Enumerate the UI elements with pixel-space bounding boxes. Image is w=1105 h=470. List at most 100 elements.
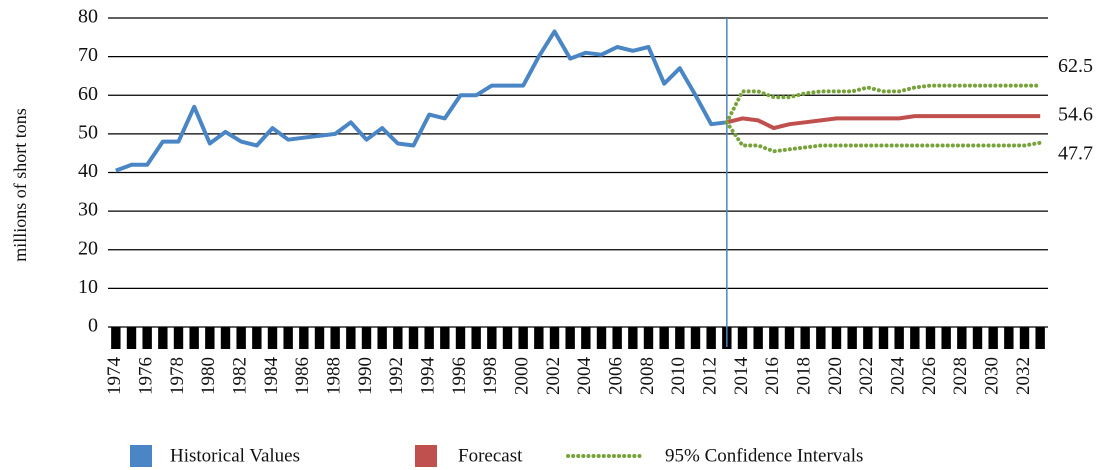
confidence-line bbox=[724, 120, 1043, 154]
x-tick-mark bbox=[502, 327, 513, 349]
x-tick-mark bbox=[1004, 327, 1014, 349]
confidence-line bbox=[724, 83, 1043, 125]
y-tick-label: 40 bbox=[78, 160, 98, 182]
x-tick-label: 2022 bbox=[856, 357, 877, 395]
x-tick-label: 2010 bbox=[668, 357, 689, 395]
x-tick-mark bbox=[988, 327, 998, 349]
x-tick-mark bbox=[267, 327, 278, 349]
legend-label: Forecast bbox=[458, 445, 523, 466]
x-tick-mark bbox=[878, 327, 889, 349]
x-tick-label: 2014 bbox=[731, 357, 752, 396]
x-tick-mark bbox=[471, 327, 481, 349]
x-tick-label: 1994 bbox=[418, 357, 439, 396]
x-tick-label: 1986 bbox=[292, 357, 313, 395]
end-label: 54.6 bbox=[1058, 104, 1093, 126]
x-tick-label: 1980 bbox=[198, 357, 219, 395]
end-label: 47.7 bbox=[1058, 142, 1093, 164]
x-tick-label: 1996 bbox=[449, 357, 470, 395]
x-tick-mark bbox=[393, 327, 403, 349]
x-tick-mark bbox=[549, 327, 560, 349]
x-tick-mark bbox=[894, 327, 904, 349]
y-tick-label: 20 bbox=[78, 237, 98, 259]
x-tick-label: 2028 bbox=[950, 357, 971, 395]
y-tick-label: 30 bbox=[78, 199, 98, 221]
x-tick-mark bbox=[612, 327, 622, 349]
x-tick-mark bbox=[910, 327, 920, 349]
x-tick-mark bbox=[753, 327, 763, 349]
x-tick-mark bbox=[863, 327, 873, 349]
x-tick-mark bbox=[925, 327, 936, 349]
legend-label: Historical Values bbox=[170, 445, 300, 466]
x-tick-mark bbox=[111, 327, 121, 349]
x-tick-mark bbox=[957, 327, 967, 349]
legend-swatch bbox=[415, 445, 437, 467]
x-tick-mark bbox=[220, 327, 231, 349]
x-tick-mark bbox=[142, 327, 152, 349]
y-tick-label: 70 bbox=[78, 44, 98, 66]
x-tick-label: 2002 bbox=[543, 357, 564, 395]
x-tick-mark bbox=[784, 327, 795, 349]
x-tick-mark bbox=[1019, 327, 1030, 349]
legend-label: 95% Confidence Intervals bbox=[665, 445, 863, 466]
x-tick-mark bbox=[816, 327, 826, 349]
x-tick-mark bbox=[769, 327, 779, 349]
x-tick-mark bbox=[126, 327, 137, 349]
x-tick-label: 1992 bbox=[386, 357, 407, 395]
y-tick-label: 60 bbox=[78, 83, 98, 105]
x-tick-mark bbox=[596, 327, 607, 349]
x-tick-label: 2000 bbox=[512, 357, 533, 395]
x-tick-mark bbox=[706, 327, 716, 349]
x-tick-label: 1978 bbox=[167, 357, 188, 395]
x-tick-mark bbox=[675, 327, 685, 349]
x-tick-mark bbox=[330, 327, 340, 349]
x-tick-mark bbox=[831, 327, 842, 349]
x-tick-label: 2018 bbox=[794, 357, 815, 395]
x-tick-mark bbox=[1035, 327, 1045, 349]
x-tick-mark bbox=[440, 327, 450, 349]
x-tick-label: 2020 bbox=[825, 357, 846, 395]
x-tick-label: 1982 bbox=[230, 357, 251, 395]
x-tick-label: 1974 bbox=[104, 357, 125, 396]
x-tick-mark bbox=[314, 327, 325, 349]
y-tick-label: 50 bbox=[78, 121, 98, 143]
x-tick-mark bbox=[972, 327, 983, 349]
x-tick-label: 1988 bbox=[324, 357, 345, 395]
x-tick-label: 2026 bbox=[919, 357, 940, 395]
y-tick-label: 10 bbox=[78, 276, 98, 298]
x-tick-mark bbox=[299, 327, 309, 349]
x-tick-label: 1984 bbox=[261, 357, 282, 396]
x-tick-label: 2006 bbox=[606, 357, 627, 395]
x-tick-mark bbox=[847, 327, 857, 349]
x-tick-mark bbox=[236, 327, 246, 349]
x-tick-mark bbox=[534, 327, 544, 349]
x-tick-mark bbox=[189, 327, 199, 349]
x-tick-mark bbox=[941, 327, 951, 349]
x-tick-label: 1976 bbox=[136, 357, 157, 395]
x-tick-label: 2024 bbox=[888, 357, 909, 396]
x-tick-mark bbox=[628, 327, 638, 349]
x-tick-mark bbox=[581, 327, 591, 349]
x-tick-label: 2004 bbox=[574, 357, 595, 396]
legend-swatch bbox=[130, 445, 152, 467]
x-tick-label: 2030 bbox=[982, 357, 1003, 395]
x-tick-mark bbox=[455, 327, 466, 349]
x-tick-mark bbox=[361, 327, 372, 349]
x-tick-label: 2008 bbox=[637, 357, 658, 395]
x-tick-label: 2032 bbox=[1013, 357, 1034, 395]
x-tick-label: 2012 bbox=[700, 357, 721, 395]
x-tick-mark bbox=[737, 327, 748, 349]
x-tick-mark bbox=[173, 327, 184, 349]
series-line bbox=[115, 29, 728, 173]
series-line bbox=[726, 114, 1041, 131]
end-label: 62.5 bbox=[1058, 55, 1093, 77]
x-tick-mark bbox=[252, 327, 262, 349]
x-tick-mark bbox=[424, 327, 434, 349]
x-tick-mark bbox=[690, 327, 701, 349]
y-axis-label: millions of short tons bbox=[10, 108, 30, 262]
x-tick-mark bbox=[518, 327, 528, 349]
x-tick-label: 1998 bbox=[480, 357, 501, 395]
x-tick-mark bbox=[487, 327, 497, 349]
x-tick-mark bbox=[158, 327, 168, 349]
y-tick-label: 0 bbox=[88, 315, 98, 337]
